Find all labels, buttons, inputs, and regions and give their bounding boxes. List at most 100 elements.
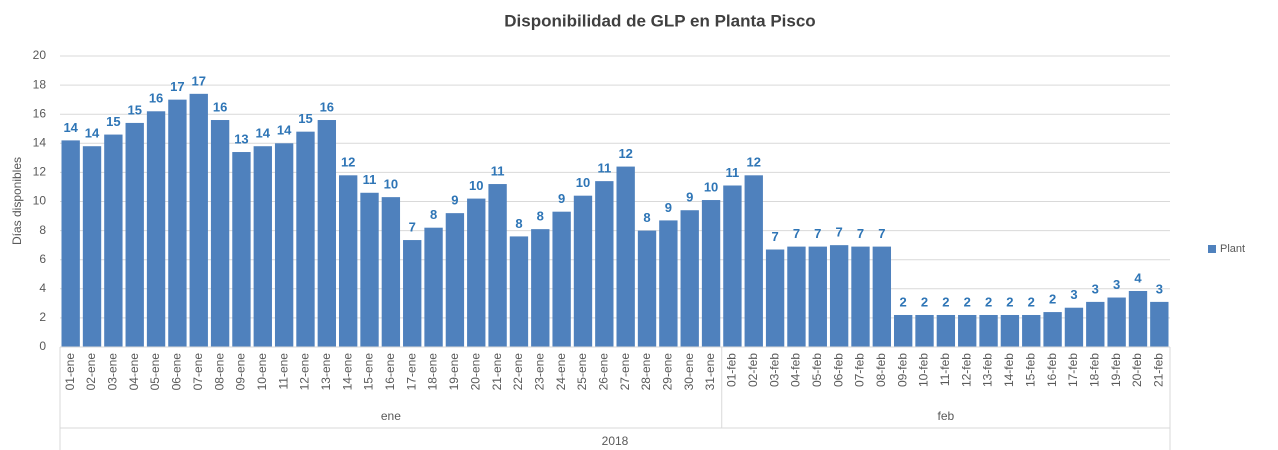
data-label: 11 (363, 172, 377, 187)
x-tick-label: 19-feb (1109, 353, 1123, 387)
bar (958, 314, 977, 347)
bar (829, 245, 849, 347)
data-label: 2 (900, 294, 907, 309)
bar (467, 198, 486, 347)
data-label: 17 (192, 73, 206, 88)
data-label: 16 (320, 99, 334, 114)
bar (1043, 312, 1062, 347)
x-tick-label: 01-feb (725, 353, 739, 387)
data-label: 9 (686, 190, 693, 205)
x-tick-label: 11-ene (276, 353, 290, 390)
data-label: 8 (537, 209, 544, 224)
x-tick-label: 07-ene (191, 353, 205, 391)
data-label: 3 (1092, 281, 1099, 296)
data-label: 2 (921, 294, 928, 309)
x-tick-label: 15-feb (1023, 353, 1037, 387)
data-label: 10 (576, 175, 590, 190)
bar (979, 314, 998, 347)
data-label: 2 (985, 294, 992, 309)
y-tick-label: 12 (33, 165, 47, 179)
data-label: 8 (430, 207, 437, 222)
data-label: 12 (618, 146, 632, 161)
x-tick-label: 09-ene (234, 353, 248, 391)
bar (445, 213, 465, 347)
bar (488, 184, 507, 347)
data-label: 7 (793, 226, 800, 241)
y-tick-label: 16 (33, 106, 47, 120)
bar (104, 134, 123, 347)
x-tick-label: 21-ene (490, 353, 504, 391)
y-tick-label: 0 (39, 339, 46, 353)
x-tick-label: 06-ene (170, 353, 184, 391)
data-label: 16 (149, 91, 163, 106)
bar (787, 246, 806, 347)
bar (936, 314, 956, 347)
data-label: 12 (341, 155, 355, 170)
y-tick-label: 20 (33, 48, 47, 62)
x-tick-label: 29-ene (661, 353, 675, 391)
data-label: 7 (409, 219, 416, 234)
data-label: 2 (1028, 294, 1035, 309)
data-label: 11 (726, 165, 740, 180)
data-label: 9 (451, 193, 458, 208)
bar (274, 143, 294, 347)
data-label: 7 (814, 226, 821, 241)
y-axis-label: Días disponibles (10, 157, 24, 245)
y-tick-label: 8 (39, 223, 46, 237)
data-label: 15 (298, 111, 312, 126)
bar (253, 146, 272, 347)
group-label: feb (938, 409, 955, 423)
data-label: 2 (942, 294, 949, 309)
x-tick-label: 02-feb (746, 353, 760, 387)
data-label: 12 (747, 155, 761, 170)
bar (403, 240, 422, 347)
data-label: 3 (1156, 281, 1163, 296)
x-tick-label: 05-ene (148, 353, 162, 391)
x-tick-label: 06-feb (831, 353, 845, 387)
chart-title: Disponibilidad de GLP en Planta Pisco (504, 11, 815, 30)
legend-label: Plant (1220, 243, 1245, 255)
bar (125, 122, 144, 348)
data-label: 7 (771, 229, 778, 244)
x-tick-label: 04-feb (789, 353, 803, 387)
bar (360, 192, 379, 347)
x-tick-label: 04-ene (127, 353, 141, 391)
data-label: 15 (127, 102, 141, 117)
bar (552, 211, 571, 347)
x-tick-label: 23-ene (532, 353, 546, 391)
x-tick-label: 14-ene (340, 353, 354, 391)
x-tick-label: 03-ene (106, 353, 120, 391)
data-label: 9 (665, 200, 672, 215)
x-tick-label: 08-ene (212, 353, 226, 391)
x-tick-label: 03-feb (767, 353, 781, 387)
bar (232, 152, 251, 347)
data-label: 16 (213, 99, 227, 114)
bar (1128, 290, 1148, 347)
data-label: 14 (63, 120, 78, 135)
x-tick-label: 16-ene (383, 353, 397, 391)
data-label: 15 (106, 114, 120, 129)
data-label: 9 (558, 191, 565, 206)
x-tick-label: 18-ene (426, 353, 440, 391)
bar (1107, 297, 1126, 347)
x-tick-label: 15-ene (362, 353, 376, 391)
bar (765, 249, 785, 347)
data-label: 7 (878, 226, 885, 241)
bar (701, 200, 721, 347)
super-group-label: 2018 (602, 434, 629, 448)
data-label: 2 (964, 294, 971, 309)
bar (1086, 301, 1105, 347)
bar (744, 175, 763, 347)
bar (509, 236, 529, 347)
x-tick-label: 24-ene (554, 353, 568, 391)
x-tick-label: 31-ene (703, 353, 717, 391)
data-label: 10 (704, 179, 718, 194)
bar (146, 111, 166, 347)
x-tick-label: 05-feb (810, 353, 824, 387)
x-tick-label: 26-ene (596, 353, 610, 391)
x-tick-label: 16-feb (1045, 353, 1059, 387)
bar (168, 99, 187, 348)
bar (424, 227, 443, 347)
data-label: 14 (277, 123, 292, 138)
